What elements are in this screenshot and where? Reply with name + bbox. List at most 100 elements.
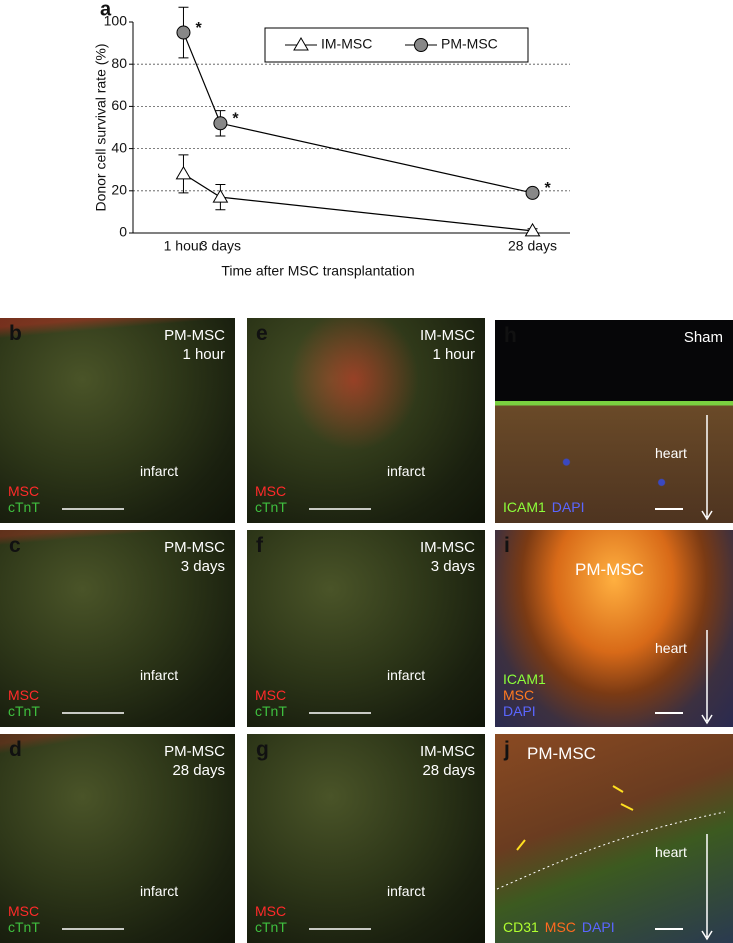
stain-label: CD31 [503,919,539,935]
stain-label: cTnT [8,703,40,719]
marker [525,185,540,200]
stain-row: MSC [8,483,46,499]
stain-label: cTnT [8,499,40,515]
stain-legend: ICAM1 DAPI [503,499,590,515]
stain-row: cTnT [8,703,46,719]
panel-title-line: PM-MSC [164,327,225,344]
stain-row: MSC [8,687,46,703]
panel-title: PM-MSC 28 days [164,742,225,780]
y-tick-label: 0 [119,224,127,240]
panel-title-line: 3 days [430,558,475,575]
micrograph-panel: f IM-MSC 3 days MSC cTnT infarct [247,530,485,727]
stain-legend: MSC cTnT [255,903,293,935]
stain-row: MSC [255,903,293,919]
marker [175,165,192,180]
arrow [701,415,713,521]
panel-label: f [256,534,263,557]
panel-title-line: IM-MSC [420,539,475,556]
stain-legend: MSC cTnT [255,687,293,719]
stain-label: MSC [8,903,40,919]
panel-label: c [9,534,21,557]
x-tick-label: 3 days [200,238,241,254]
y-tick-label: 100 [104,13,128,29]
region-label: infarct [387,667,426,683]
panel-overlay [655,415,713,521]
annotation: * [195,20,202,37]
panel-title-line: PM-MSC [575,560,644,579]
micrograph-panel: c PM-MSC 3 days MSC cTnT infarct [0,530,235,727]
panel-title-line: 3 days [180,558,225,575]
y-tick-label: 40 [111,139,127,155]
panel-overlay [309,712,371,714]
x-axis-label: Time after MSC transplantation [221,263,414,279]
panel-title-line: IM-MSC [420,327,475,344]
stain-label: DAPI [581,919,615,935]
marker [176,25,191,40]
micrograph-panel: h Sham ICAM1 DAPI heart [495,320,733,523]
arrow [701,834,713,941]
x-tick-label: 1 hour [164,238,204,254]
panel-label: d [9,738,22,761]
stain-label: cTnT [8,919,40,935]
panel-overlay [309,928,371,930]
stain-label: MSC [8,483,40,499]
stain-label: MSC [8,687,40,703]
micrograph-panel: i PM-MSC ICAM1 MSC DAPI heart [495,530,733,727]
stain-legend: MSC cTnT [8,483,46,515]
stain-label: MSC [255,903,287,919]
series-line [183,173,533,232]
panel-title-line: PM-MSC [527,744,596,763]
panel-overlay [62,508,124,510]
panel-label: e [256,322,268,345]
region-label: heart [655,640,687,656]
stain-row: cTnT [255,919,293,935]
micrograph-panel: e IM-MSC 1 hour MSC cTnT infarct [247,318,485,523]
stain-label: ICAM1 [503,499,546,515]
stain-row: CD31 MSC DAPI [503,919,621,935]
panel-title: PM-MSC 3 days [164,538,225,576]
panel-title: IM-MSC 3 days [420,538,475,576]
stain-label: ICAM1 [503,671,546,687]
panel-title: PM-MSC [527,744,596,763]
panel-title-line: 1 hour [432,346,475,363]
stain-row: cTnT [8,919,46,935]
stain-row: MSC [8,903,46,919]
stain-row: cTnT [255,703,293,719]
stain-legend: CD31 MSC DAPI [503,919,621,935]
micrograph-panel: g IM-MSC 28 days MSC cTnT infarct [247,734,485,943]
panel-overlay [309,508,371,510]
panel-title: IM-MSC 28 days [420,742,475,780]
arrow [516,839,526,851]
stain-row: DAPI [503,703,552,719]
region-label: heart [655,445,687,461]
stain-label: DAPI [503,703,536,719]
stain-label: cTnT [255,919,287,935]
region-label: infarct [140,667,179,683]
stain-label: MSC [255,483,287,499]
panel-label: g [256,738,269,761]
stain-legend: MSC cTnT [255,483,293,515]
panel-overlay [62,928,124,930]
micrograph-panel: d PM-MSC 28 days MSC cTnT infarct [0,734,235,943]
micrograph-panel: b PM-MSC 1 hour MSC cTnT infarct [0,318,235,523]
annotation: * [545,180,552,197]
panel-title: PM-MSC [575,560,644,579]
region-label: heart [655,844,687,860]
stain-label: cTnT [255,703,287,719]
marker [524,222,541,237]
stain-legend: MSC cTnT [8,903,46,935]
panel-title-line: 28 days [172,762,225,779]
panel-label: b [9,322,22,345]
region-label: infarct [387,883,426,899]
region-label: infarct [140,883,179,899]
legend-label: PM-MSC [441,36,498,52]
panel-overlay [655,630,713,725]
legend-label: IM-MSC [321,36,372,52]
region-label: infarct [387,463,426,479]
stain-legend: MSC cTnT [8,687,46,719]
stain-row: MSC [503,687,552,703]
y-tick-label: 60 [111,97,127,113]
micrograph-panel: j PM-MSC CD31 MSC DAPI heart [495,734,733,943]
panel-title-line: 28 days [422,762,475,779]
